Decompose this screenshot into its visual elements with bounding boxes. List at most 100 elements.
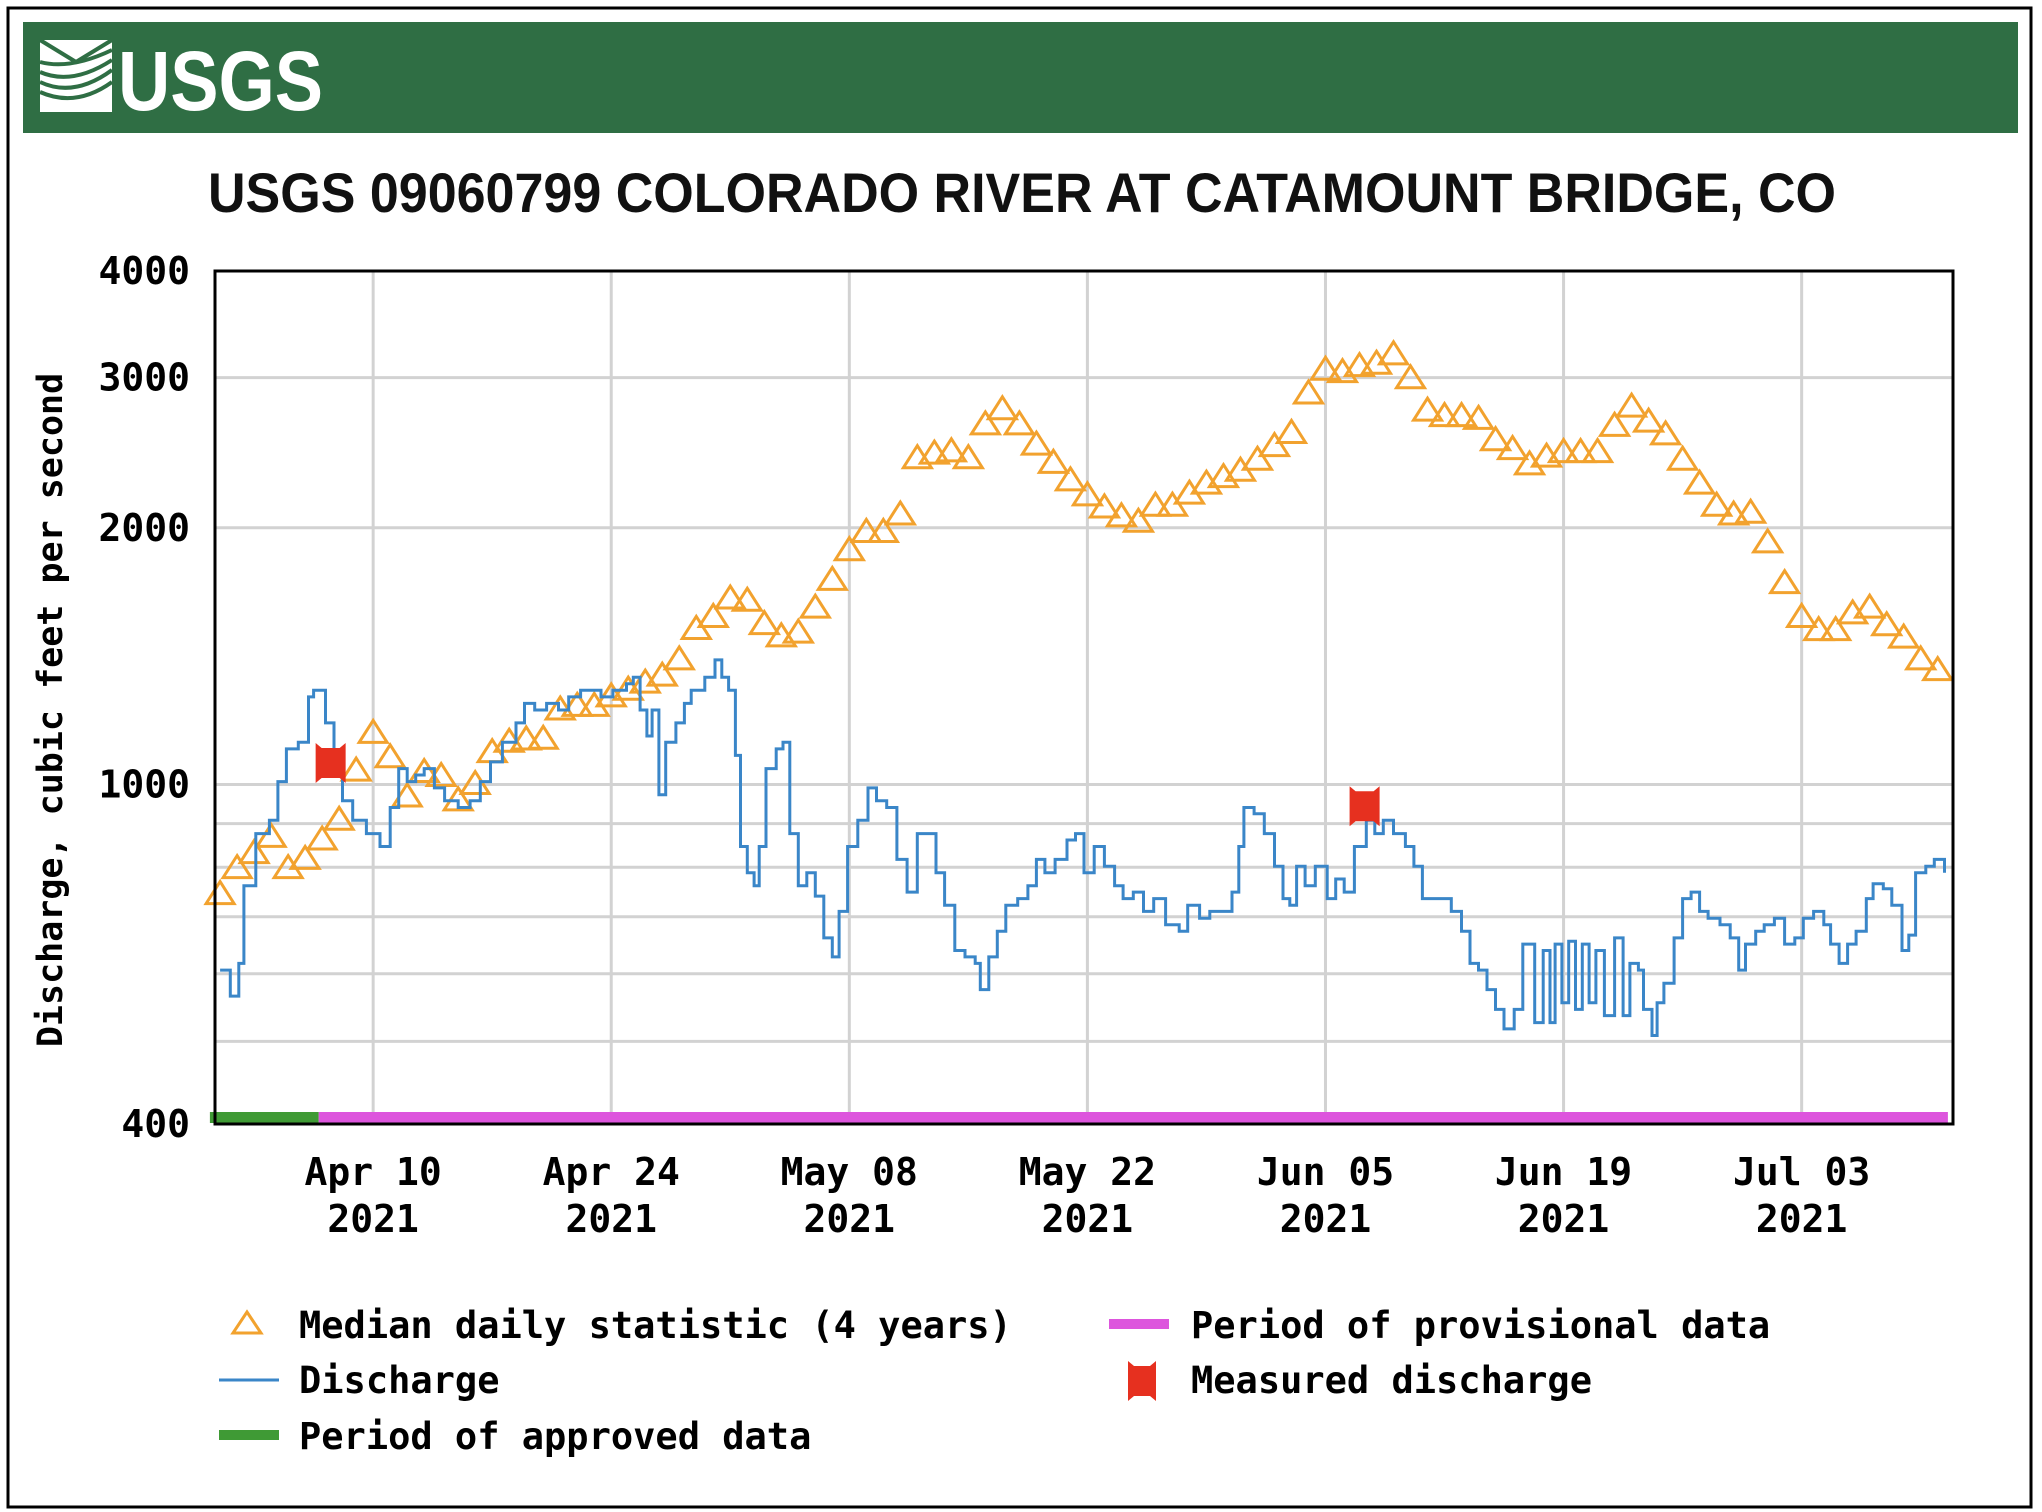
x-tick-label: May 08 [781,1150,918,1194]
y-tick-label: 4000 [98,249,190,293]
x-tick-year: 2021 [804,1197,896,1241]
median-triangle-marker [1767,567,1802,595]
median-triangle-marker [968,409,1003,436]
legend-item-median: Median daily statistic (4 years) [230,1304,1012,1347]
median-triangle-marker [985,394,1020,421]
measured-series [315,742,1380,827]
median-triangle-marker [271,852,305,880]
median-triangle-marker [577,690,611,717]
median-triangle-marker [1597,410,1632,437]
median-triangle-marker [1461,403,1496,430]
measured-discharge-marker [1349,786,1380,827]
y-tick-label: 3000 [98,356,190,400]
x-tick-year: 2021 [1280,1197,1372,1241]
median-triangle-marker [1053,465,1088,492]
median-triangle-marker [1801,614,1836,642]
median-triangle-marker [1818,614,1853,642]
legend-item-provisional: Period of provisional data [1109,1304,1770,1347]
x-tick-label: Apr 10 [305,1150,442,1194]
y-tick-label: 1000 [98,763,190,807]
usgs-logo-text: USGS [118,34,323,128]
measured-discharge-marker [315,742,346,783]
median-triangle-marker [1138,490,1173,517]
x-tick-label: Jul 03 [1733,1150,1870,1194]
x-tick-label: Jun 05 [1257,1150,1394,1194]
gridlines [215,271,1953,1124]
x-tick-label: Jun 19 [1495,1150,1632,1194]
legend-label: Measured discharge [1191,1359,1592,1402]
median-triangle-marker [849,516,884,543]
median-triangle-marker [1359,348,1394,375]
median-triangle-marker [1257,430,1292,458]
y-tick-label: 2000 [98,506,190,550]
median-triangle-marker [713,583,748,610]
legend-item-measured: Measured discharge [1128,1359,1592,1402]
median-triangle-marker [237,837,271,865]
median-triangle-marker [1427,400,1462,428]
median-triangle-marker [832,534,867,562]
usgs-wave-emblem-icon [38,38,114,112]
median-triangle-marker [951,442,986,470]
magenta-bar-icon [1109,1319,1169,1329]
median-triangle-marker [815,564,850,591]
median-triangle-marker [730,585,765,612]
discharge-series [220,658,1946,1037]
median-triangle-marker [1631,406,1666,433]
median-triangle-marker [883,499,918,526]
median-triangle-marker [1240,444,1275,471]
median-triangle-marker [441,785,475,812]
median-triangle-marker [1920,654,1955,682]
usgs-logo: USGS [38,34,323,128]
legend-label: Discharge [299,1359,499,1402]
x-tick-year: 2021 [327,1197,419,1241]
legend-item-approved: Period of approved data [219,1415,811,1458]
median-triangle-marker [1410,395,1445,422]
median-triangle-marker [339,755,373,782]
x-tick-year: 2021 [1518,1197,1610,1241]
median-triangle-marker [798,592,833,619]
median-triangle-marker [1869,610,1904,637]
median-triangle-marker [1750,527,1785,554]
x-tick-year: 2021 [1756,1197,1848,1241]
median-triangle-marker [1648,419,1683,446]
median-triangle-marker [1716,499,1751,526]
median-triangle-marker [1274,417,1309,444]
median-triangle-marker [1852,592,1887,619]
median-triangle-marker [1614,391,1649,418]
median-triangle-marker [934,436,969,463]
median-triangle-marker [1665,444,1700,471]
triangle-marker-icon [230,1309,264,1335]
median-triangle-marker [1002,409,1037,436]
median-triangle-marker [1019,429,1054,456]
y-tick-label: 400 [121,1102,190,1146]
legend-item-discharge: Discharge [219,1359,499,1402]
median-triangle-marker [254,821,288,848]
x-tick-year: 2021 [1042,1197,1134,1241]
median-triangle-marker [747,608,782,636]
median-triangle-marker [322,804,356,831]
median-triangle-marker [560,690,594,717]
median-triangle-marker [526,723,560,750]
median-triangle-marker [1087,492,1122,519]
median-triangle-marker [1512,449,1547,476]
median-triangle-marker [356,717,390,744]
usgs-header-band [23,22,2018,133]
data-period-bars [209,1112,1948,1123]
provisional-period-bar [318,1112,1948,1123]
chart-title: USGS 09060799 COLORADO RIVER AT CATAMOUN… [208,161,1836,224]
median-triangle-marker [1104,501,1139,528]
x-tick-label: May 22 [1019,1150,1156,1194]
median-triangle-marker [645,660,679,687]
median-triangle-marker [1903,644,1938,671]
median-triangle-marker [1121,506,1156,533]
median-triangle-marker [662,644,696,671]
median-triangle-marker [1699,490,1734,517]
plot-area [215,271,1953,1124]
legend-label: Median daily statistic (4 years) [299,1304,1012,1347]
median-triangle-marker [1580,436,1615,464]
median-triangle-marker [1376,339,1411,366]
median-series [203,339,1955,906]
median-triangle-marker [1444,400,1479,428]
